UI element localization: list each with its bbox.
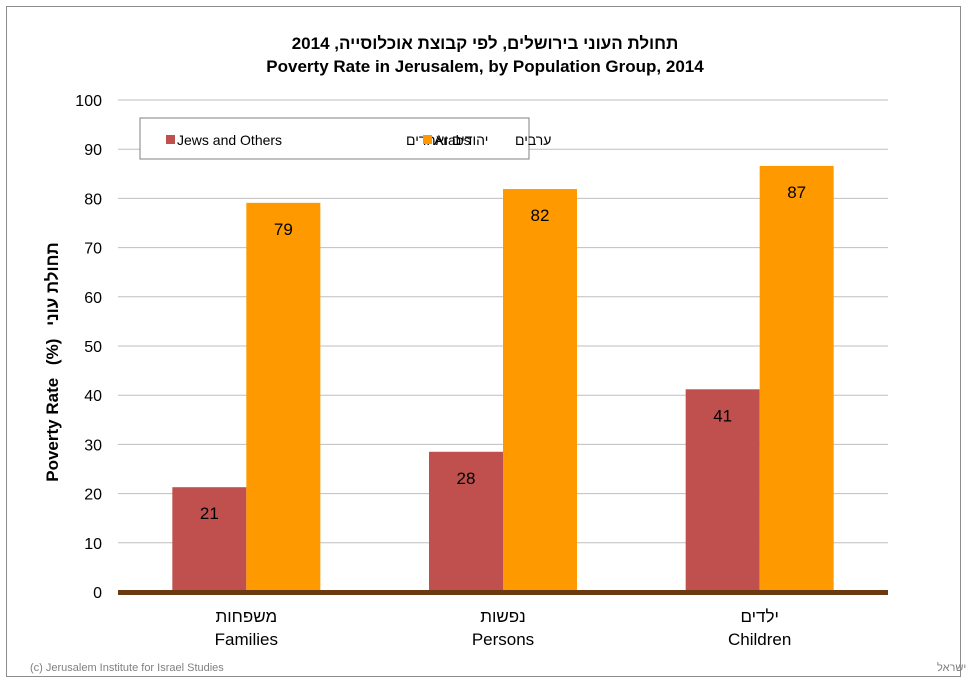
- y-tick-label: 100: [75, 93, 102, 110]
- legend-box: [139, 117, 530, 160]
- bar: [503, 189, 577, 592]
- bar: [246, 202, 321, 592]
- y-tick-label: 0: [93, 585, 102, 602]
- bar: [759, 165, 834, 593]
- legend-swatch-arabs: [423, 135, 432, 144]
- y-tick-label: 60: [84, 290, 102, 307]
- data-label: 87: [787, 183, 806, 202]
- y-tick-label: 80: [84, 191, 102, 208]
- y-tick-label: 90: [84, 142, 102, 159]
- legend-label-arabs-en: Arabs: [434, 132, 471, 148]
- legend: Jews and Others יהודים ואחרים Arabs ערבי…: [139, 117, 551, 160]
- category-label-he: נפשות: [480, 607, 526, 626]
- data-labels: 21 79 28 82 41 87: [200, 183, 806, 523]
- category-label-he: ילדים: [740, 607, 778, 626]
- y-axis-label-unit: (%): [43, 339, 62, 365]
- chart-subtitle: Poverty Rate in Jerusalem, by Population…: [266, 57, 704, 76]
- category-label-en: Families: [215, 630, 278, 649]
- y-axis-label-en: Poverty Rate: [43, 378, 62, 482]
- category-labels: משפחות Families נפשות Persons ילדים Children: [215, 607, 792, 649]
- bar: [429, 451, 503, 592]
- data-label: 21: [200, 504, 219, 523]
- bar: [172, 487, 247, 592]
- legend-label-arabs-he: ערבים: [515, 132, 551, 148]
- y-tick-label: 10: [84, 536, 102, 553]
- x-axis-baseline: [118, 590, 888, 595]
- category-label-he: משפחות: [216, 607, 278, 626]
- footer-copyright-he: (c) מכון ירושלים לחקר ישראל: [937, 661, 969, 674]
- y-tick-label: 40: [84, 388, 102, 405]
- chart-title: תחולת העוני בירושלים, לפי קבוצת אוכלוסיי…: [292, 34, 679, 53]
- y-axis-label-he: תחולת עוני: [43, 242, 62, 326]
- y-axis-ticks: 0 10 20 30 40 50 60 70 80 90 100: [75, 93, 102, 602]
- legend-label-jews-en: Jews and Others: [177, 132, 282, 148]
- bar: [685, 389, 760, 592]
- y-tick-label: 50: [84, 339, 102, 356]
- footer-copyright-en: (c) Jerusalem Institute for Israel Studi…: [30, 662, 224, 674]
- y-tick-label: 70: [84, 241, 102, 258]
- data-label: 41: [713, 406, 732, 425]
- chart-frame: [6, 6, 961, 677]
- category-label-en: Persons: [472, 630, 534, 649]
- data-label: 79: [274, 220, 293, 239]
- y-axis-label: Poverty Rate (%) תחולת עוני: [43, 242, 62, 482]
- category-label-en: Children: [728, 630, 791, 649]
- y-tick-label: 20: [84, 487, 102, 504]
- legend-swatch-jews: [166, 135, 175, 144]
- bars: [118, 165, 888, 595]
- data-label: 82: [531, 206, 550, 225]
- data-label: 28: [457, 469, 476, 488]
- y-tick-label: 30: [84, 437, 102, 454]
